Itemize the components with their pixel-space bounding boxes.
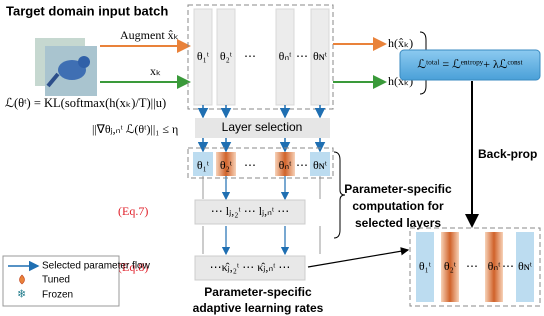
note-line: computation for [352,199,444,213]
result-label: ⋯ [502,259,514,273]
selected-label: ⋯ [244,158,256,172]
total-loss: ℒᵗᵒᵗᵃˡ = ℒᵉⁿᵗʳᵒᵖʸ+ λℒᶜᵒⁿˢᵗ [417,57,523,71]
parameter-label: θɴᵗ [313,49,328,63]
legend-label: Frozen [42,290,73,301]
note-line: Parameter-specific [344,182,452,196]
layer-selection: Layer selection [222,120,303,134]
result-label: θ₁ᵗ [419,259,432,273]
parameter-label: θₙᵗ [279,49,293,63]
parameter-label: ⋯ [296,49,308,63]
input-label: xₖ [150,64,161,78]
condition: ||∇θⱼ,ₙᵗ ℒ(θᵗ)||₁ ≤ η [92,122,178,136]
augment-label: Augment x̂ₖ [120,28,179,42]
input-images [35,38,97,96]
selected-label: ⋯ [296,158,308,172]
caption: adaptive learning rates [193,301,324,315]
parameter-label: ⋯ [244,49,256,63]
equation-label: (Eq.7) [118,204,148,218]
parameter-label: θ₁ᵗ [197,49,210,63]
output-aug: h(x̂ₖ) [388,36,413,50]
layer-loss: ℒ(θᵗ) = KL(softmax(h(xₖ)/T)||u) [5,96,166,110]
result-label: θₙᵗ [488,259,502,273]
selected-label: θ₁ᵗ [197,158,210,172]
legend-label: Tuned [42,275,70,286]
legend-label: Selected parameter flow [42,261,151,272]
result-label: θɴᵗ [518,259,533,273]
backprop-label: Back-prop [478,147,537,161]
selected-label: θɴᵗ [313,158,328,172]
selected-label: θₙᵗ [279,158,293,172]
frozen-icon: ❄ [17,289,26,301]
title: Target domain input batch [6,3,168,18]
result-label: ⋯ [466,259,478,273]
equation-text: ⋯κ̂ⱼ,₂ᵗ ⋯ κ̂ⱼ,ₙᵗ ⋯ [210,260,291,274]
selected-label: θ₂ᵗ [220,158,233,172]
diagram: Target domain input batch Augment x̂ₖ xₖ… [0,0,544,316]
parameter-label: θ₂ᵗ [220,49,233,63]
equation-text: ⋯ lⱼ,₂ᵗ ⋯ lⱼ,ₙᵗ ⋯ [211,204,289,218]
result-label: θ₂ᵗ [444,259,457,273]
caption: Parameter-specific [204,285,312,299]
